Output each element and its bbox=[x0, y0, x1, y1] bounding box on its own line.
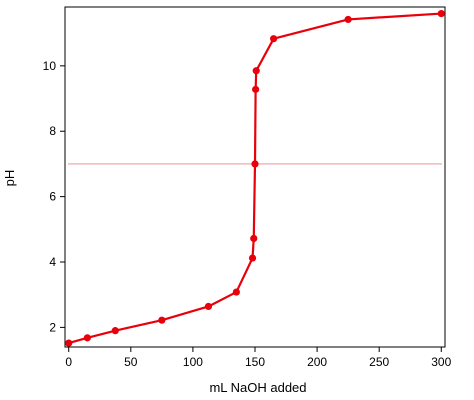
data-point bbox=[158, 316, 166, 324]
x-tick-label: 200 bbox=[307, 355, 327, 369]
data-point bbox=[83, 334, 91, 342]
x-tick-label: 250 bbox=[369, 355, 389, 369]
y-axis-ticks: 2 4 6 8 10 bbox=[43, 59, 65, 334]
y-tick-label: 4 bbox=[49, 255, 56, 269]
y-tick-label: 10 bbox=[43, 59, 57, 73]
titration-curve-line bbox=[68, 12, 442, 345]
data-point bbox=[344, 15, 352, 24]
x-tick-label: 100 bbox=[183, 355, 203, 369]
data-point bbox=[252, 85, 260, 93]
data-point bbox=[65, 339, 73, 347]
y-tick-label: 8 bbox=[49, 124, 56, 138]
data-point bbox=[204, 302, 213, 311]
data-point bbox=[111, 327, 119, 335]
x-tick-label: 50 bbox=[124, 355, 138, 369]
data-point bbox=[250, 234, 258, 243]
x-tick-label: 150 bbox=[245, 355, 265, 369]
y-tick-label: 2 bbox=[49, 320, 56, 334]
data-point bbox=[251, 160, 259, 168]
series-layer bbox=[65, 9, 445, 347]
data-point bbox=[270, 35, 278, 43]
data-point bbox=[232, 288, 240, 296]
x-tick-label: 0 bbox=[65, 355, 72, 369]
data-point bbox=[252, 67, 260, 75]
y-axis-title: pH bbox=[2, 170, 17, 187]
x-axis-ticks: 0 50 100 150 200 250 300 bbox=[65, 347, 452, 369]
data-point bbox=[248, 254, 257, 262]
x-axis-title: mL NaOH added bbox=[209, 380, 306, 395]
x-tick-label: 300 bbox=[431, 355, 451, 369]
data-point bbox=[437, 9, 445, 18]
y-tick-label: 6 bbox=[49, 190, 56, 204]
